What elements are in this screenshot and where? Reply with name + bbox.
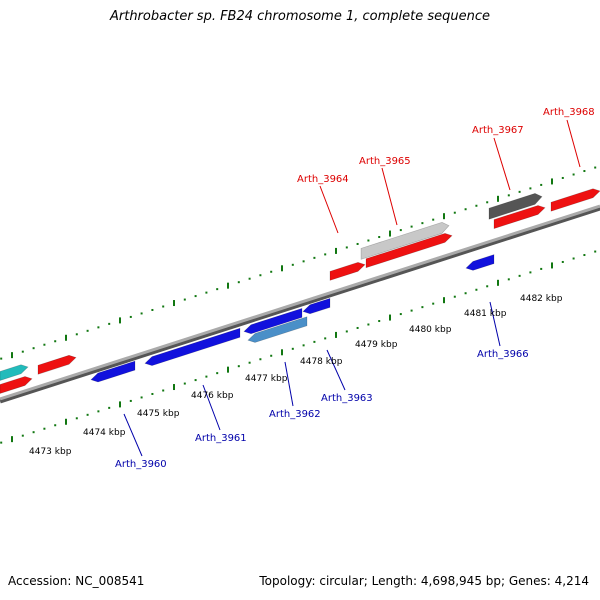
gene-label-reverse: Arth_3963 [321,393,373,404]
gene-feature-reverse [144,327,241,366]
gene-feature-forward [37,354,77,375]
scale-label: 4481 kbp [464,309,507,319]
scale-label: 4474 kbp [83,428,126,438]
label-connector [326,349,346,391]
label-connector [202,384,221,431]
gene-feature-forward [365,233,453,269]
gene-feature-forward [329,262,366,281]
gene-features [0,188,600,394]
scale-label: 4480 kbp [409,325,452,335]
gene-label-forward: Arth_3967 [472,125,524,136]
label-connector [123,413,143,457]
gene-feature-reverse [465,254,495,271]
gene-feature-reverse [243,307,303,335]
label-connector [493,137,511,191]
scale-label: 4473 kbp [29,447,72,457]
gene-feature-pseudo [488,193,543,220]
inner-tick-ring [0,250,597,444]
map-title: Arthrobacter sp. FB24 chromosome 1, comp… [109,9,491,24]
gene-feature-forward [493,205,546,230]
gene-feature-forward [0,376,33,394]
gene-feature-forward-other [0,364,29,381]
gene-feature-pseudo [360,222,450,260]
accession-text: Accession: NC_008541 [8,574,145,588]
label-connector [319,185,339,234]
backbone [0,204,600,401]
genome-summary-text: Topology: circular; Length: 4,698,945 bp… [259,574,589,588]
label-connector [489,301,501,347]
scale-label: 4477 kbp [245,374,288,384]
gene-feature-forward [550,188,600,212]
gene-label-reverse: Arth_3961 [195,433,247,444]
gene-label-reverse: Arth_3966 [477,349,529,360]
gene-label-forward: Arth_3965 [359,156,411,167]
outer-tick-ring [0,166,597,360]
scale-label: 4478 kbp [300,357,343,367]
gene-feature-reverse [302,297,331,315]
gene-feature-reverse-other [247,316,308,343]
label-connectors [123,119,581,457]
label-connector [381,167,398,226]
label-connector [284,361,294,407]
scale-label: 4479 kbp [355,340,398,350]
gene-feature-reverse [90,360,136,383]
gene-label-forward: Arth_3968 [543,107,595,118]
backbone-shadow [0,205,600,404]
scale-label: 4475 kbp [137,409,180,419]
label-connector [566,119,581,168]
scale-label: 4482 kbp [520,294,563,304]
scale-label: 4476 kbp [191,391,234,401]
gene-label-reverse: Arth_3960 [115,459,167,470]
gene-label-reverse: Arth_3962 [269,409,321,420]
gene-label-forward: Arth_3964 [297,174,349,185]
